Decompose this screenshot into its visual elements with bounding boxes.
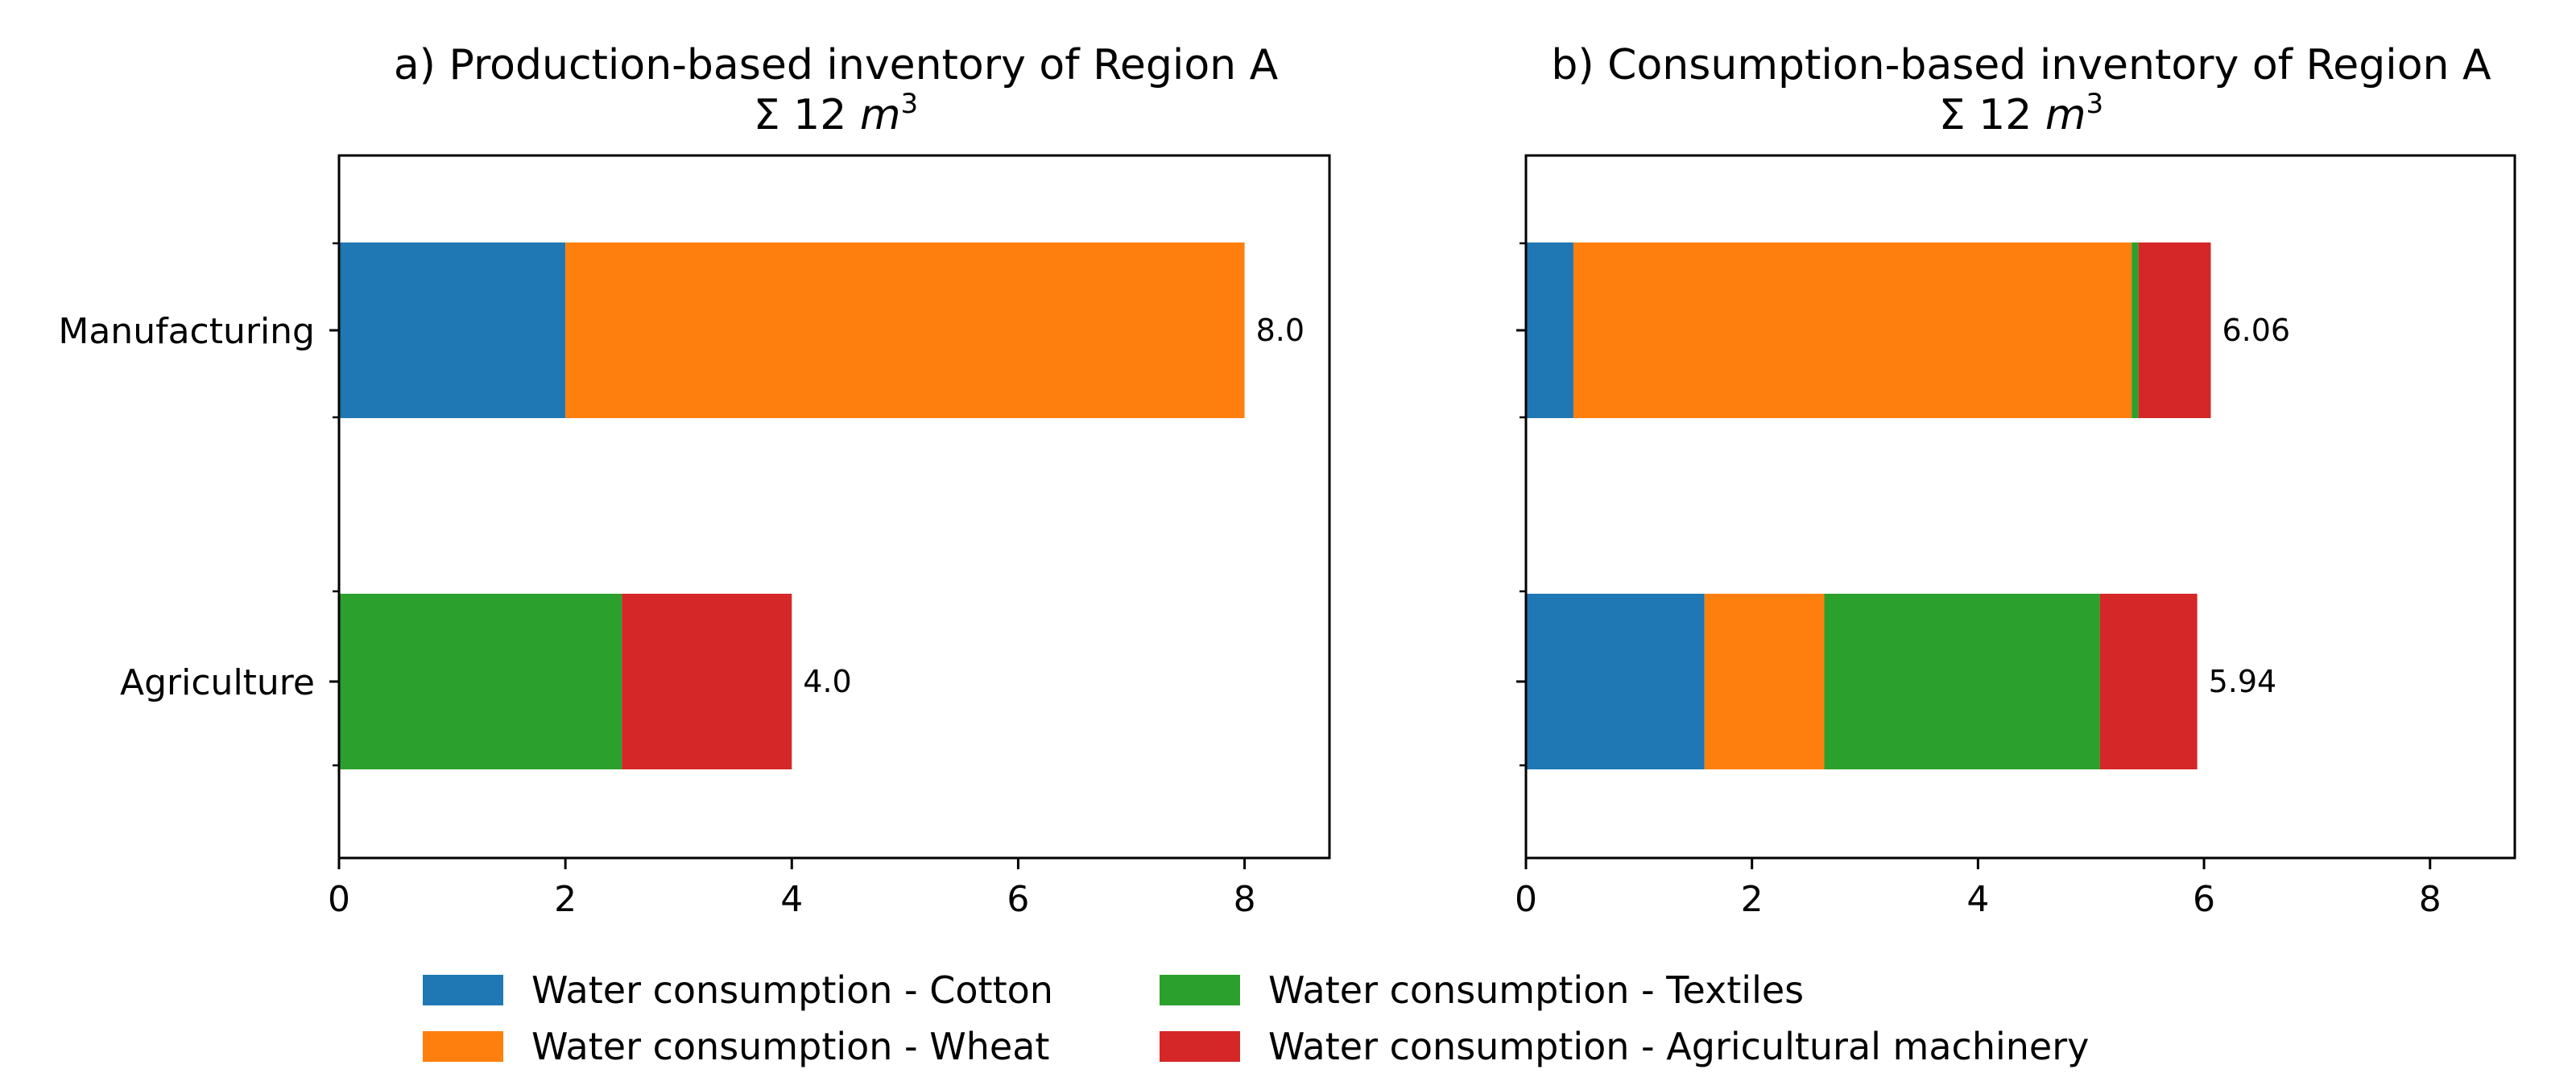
panel-a-bar-manufacturing-wheat — [565, 242, 1245, 418]
panel-b: b) Consumption-based inventory of Region… — [1515, 41, 2516, 920]
panel-a-axes: Manufacturing Agriculture 0 2 4 6 8 — [58, 242, 1256, 920]
legend-swatch-wheat — [423, 1031, 503, 1062]
legend-label-wheat: Water consumption - Wheat — [531, 1025, 1049, 1068]
panel-b-subtitle: Σ 12 m3 — [1939, 88, 2103, 139]
panel-b-bar-manufacturing-wheat — [1573, 242, 2132, 418]
panel-a-category-label-manufacturing: Manufacturing — [58, 311, 315, 352]
panel-b-xtick-label-6: 6 — [2193, 879, 2215, 920]
panel-b-title: b) Consumption-based inventory of Region… — [1551, 41, 2491, 89]
panel-a-frame — [337, 154, 1331, 860]
panel-b-total-label-manufacturing: 6.06 — [2222, 313, 2290, 348]
panel-a-category-label-agriculture: Agriculture — [120, 662, 315, 703]
panel-b-bar-agriculture-agricultural-machinery — [2099, 594, 2198, 769]
panel-b-bar-manufacturing-textiles — [2132, 242, 2139, 418]
panel-a-xtick-label-4: 4 — [780, 879, 803, 920]
panel-a-bars: 8.0 4.0 — [339, 242, 1305, 769]
panel-b-bar-agriculture-textiles — [1824, 594, 2100, 769]
legend-swatch-cotton — [423, 975, 503, 1005]
panel-a-subtitle: Σ 12 m3 — [754, 88, 918, 139]
panel-a-xtick-label-6: 6 — [1007, 879, 1029, 920]
panel-a-bar-agriculture-agricultural-machinery — [622, 594, 792, 769]
panel-b-xtick-label-0: 0 — [1515, 879, 1537, 920]
panel-b-bars: 6.06 5.94 — [1526, 242, 2290, 769]
panel-a-bar-agriculture-textiles — [339, 594, 622, 769]
panel-b-xtick-label-4: 4 — [1966, 879, 1989, 920]
panel-a-xtick-label-2: 2 — [554, 879, 577, 920]
panel-b-bar-agriculture-cotton — [1526, 594, 1705, 769]
legend-label-textiles: Water consumption - Textiles — [1268, 968, 1804, 1012]
legend-label-agricultural-machinery: Water consumption - Agricultural machine… — [1268, 1025, 2089, 1068]
panel-b-total-label-agriculture: 5.94 — [2209, 664, 2277, 699]
panel-a-total-label-agriculture: 4.0 — [803, 664, 851, 699]
legend: Water consumption - Cotton Water consump… — [423, 968, 2089, 1068]
panel-b-xtick-label-8: 8 — [2419, 879, 2442, 920]
panel-a-xtick-label-8: 8 — [1234, 879, 1256, 920]
panel-b-bar-manufacturing-agricultural-machinery — [2138, 242, 2211, 418]
panel-b-bar-manufacturing-cotton — [1526, 242, 1573, 418]
panel-a-title: a) Production-based inventory of Region … — [394, 41, 1279, 89]
panel-a-bar-manufacturing-cotton — [339, 242, 566, 418]
legend-swatch-textiles — [1160, 975, 1240, 1005]
panel-a-total-label-manufacturing: 8.0 — [1256, 313, 1305, 348]
panel-b-frame — [1524, 154, 2516, 860]
legend-label-cotton: Water consumption - Cotton — [531, 968, 1053, 1012]
panel-b-xtick-label-2: 2 — [1741, 879, 1764, 920]
panel-a-xtick-label-0: 0 — [328, 879, 350, 920]
legend-swatch-agricultural-machinery — [1160, 1031, 1240, 1062]
panel-b-axes: 0 2 4 6 8 — [1515, 242, 2442, 920]
panel-a: a) Production-based inventory of Region … — [58, 41, 1331, 920]
panel-b-bar-agriculture-wheat — [1704, 594, 1825, 769]
